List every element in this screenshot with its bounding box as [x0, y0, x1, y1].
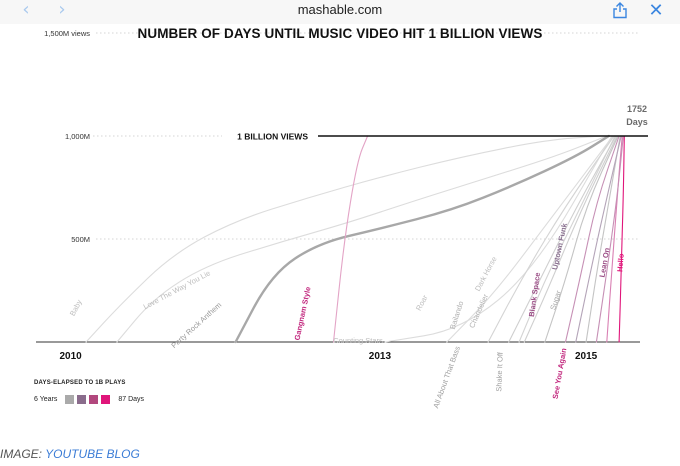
series-label: Counting Stars — [333, 336, 383, 345]
chart-plot: 1,500M views 1,000M 500M 2010 2013 2015 1 BILL… — [36, 29, 648, 410]
series-line-16 — [618, 135, 625, 343]
series-line-15 — [595, 135, 624, 343]
series-label: Sugar — [548, 289, 563, 311]
series-label: All About That Bass — [431, 345, 462, 410]
series-line-2 — [234, 134, 610, 344]
legend-swatch-3 — [89, 395, 99, 404]
back-button[interactable]: ‹ — [14, 0, 38, 20]
series-line-12 — [585, 135, 621, 343]
billion-label: 1 BILLION VIEWS — [237, 132, 308, 142]
series-label: Lean On — [598, 247, 612, 279]
series-line-8 — [508, 135, 617, 343]
series-line-5 — [446, 135, 614, 343]
forward-button[interactable]: › — [50, 0, 74, 20]
series-label: Party Rock Anthem — [169, 300, 223, 350]
caption-link[interactable]: YOUTUBE BLOG — [45, 447, 140, 461]
series-label: Love The Way You Lie — [142, 268, 212, 311]
series-label: Dark Horse — [473, 255, 499, 293]
series-line-0 — [85, 135, 603, 343]
x-tick-label: 2015 — [575, 351, 598, 362]
y-tick-label: 1,500M views — [44, 29, 90, 38]
series-label: Baby — [68, 298, 84, 318]
legend-swatch-4 — [101, 395, 111, 404]
series-line-10 — [544, 135, 619, 343]
chart-title: NUMBER OF DAYS UNTIL MUSIC VIDEO HIT 1 B… — [137, 26, 543, 41]
image-credit: IMAGE: YOUTUBE BLOG — [0, 447, 140, 461]
series-label: Gangnam Style — [292, 286, 312, 341]
series-label: Blank Space — [527, 272, 542, 317]
x-tick-label: 2013 — [369, 351, 392, 362]
y-tick-label: 1,000M — [65, 132, 90, 141]
chart: 1,500M views 1,000M 500M 2010 2013 2015 1 BILL… — [0, 24, 680, 424]
caption-prefix: IMAGE: — [0, 447, 46, 461]
series-line-1 — [116, 135, 608, 343]
series-label: Chandelier — [467, 292, 490, 329]
share-button[interactable] — [608, 0, 632, 22]
series-line-11 — [564, 135, 620, 343]
series-line-7 — [518, 135, 616, 343]
browser-toolbar: ‹ › mashable.com ✕ — [0, 0, 680, 24]
legend-left-label: 6 Years — [34, 396, 58, 403]
series-label: Shake It Off — [494, 351, 504, 392]
series-line-4 — [384, 135, 613, 343]
end-note-line: 1752 — [627, 104, 647, 114]
x-tick-label: 2010 — [59, 351, 82, 362]
url-bar[interactable]: mashable.com — [297, 2, 383, 17]
series-line-3 — [332, 135, 369, 343]
legend-swatch-1 — [65, 395, 75, 404]
end-note-line: Days — [626, 117, 648, 127]
series-line-9 — [523, 135, 618, 343]
share-icon — [613, 1, 627, 18]
series-label: Hello — [615, 253, 626, 272]
legend: 6 Years 87 Days — [34, 395, 144, 404]
legend-right-label: 87 Days — [118, 396, 145, 403]
legend-title: DAYS-ELAPSED TO 1B PLAYS — [34, 380, 126, 386]
legend-swatch-2 — [77, 395, 87, 404]
series-label: Roar — [414, 293, 430, 312]
y-tick-label: 500M — [71, 235, 90, 244]
series-line-6 — [487, 135, 615, 343]
close-button[interactable]: ✕ — [644, 0, 668, 22]
series-label: See You Again — [551, 347, 569, 400]
series-line-13 — [575, 135, 622, 343]
